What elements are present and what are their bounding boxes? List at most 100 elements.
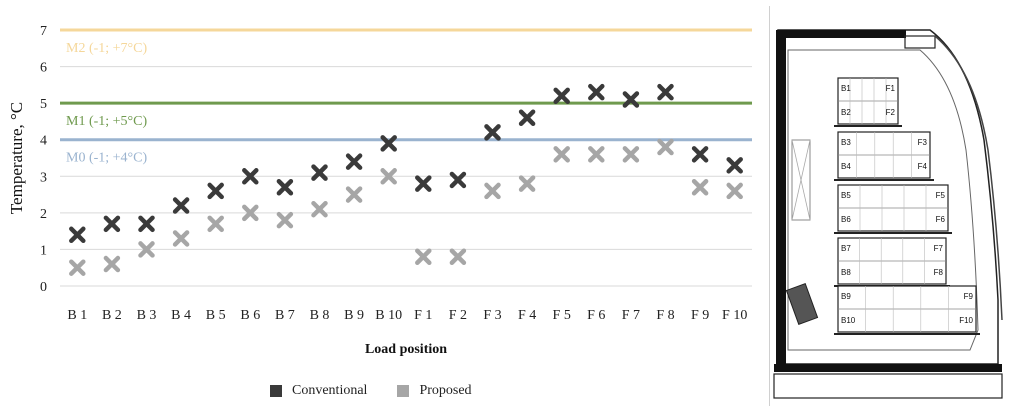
data-point-stroke: [69, 259, 86, 276]
data-point-stroke: [657, 138, 674, 156]
data-point-conventional: [242, 168, 259, 185]
x-tick-label: B 5: [206, 308, 226, 323]
data-point-conventional: [380, 135, 397, 152]
grid-layer: [60, 29, 752, 287]
reference-line-label-0: M2 (-1; +7°C): [66, 41, 147, 56]
shelf-label-front: F3: [918, 138, 928, 147]
data-point-stroke: [380, 135, 397, 152]
legend: Conventional Proposed: [270, 383, 472, 399]
x-tick-label: B 2: [102, 308, 122, 323]
legend-swatch-conventional: [270, 385, 282, 397]
shelf-label-back: B1: [841, 84, 851, 93]
canopy-light: [904, 35, 936, 49]
data-point-stroke: [484, 124, 501, 141]
x-tick-label: F 4: [518, 308, 536, 323]
data-point-proposed: [345, 186, 363, 203]
data-point-conventional: [622, 91, 640, 108]
shelf-5: B9 F9 B10 F10: [834, 285, 980, 335]
shelf-label-back: B4: [841, 162, 851, 171]
x-tick-label: F 1: [414, 308, 432, 323]
data-point-proposed: [518, 175, 536, 192]
x-tick-label: F 2: [449, 308, 467, 323]
data-point-stroke: [207, 215, 224, 233]
x-tick-label: B 4: [171, 308, 191, 323]
x-tick-label: F 5: [553, 308, 571, 323]
data-point-stroke: [311, 164, 328, 181]
data-point-stroke: [345, 186, 363, 203]
reference-lines: M2 (-1; +7°C) M1 (-1; +5°C) M0 (-1; +4°C): [60, 28, 752, 166]
data-point-proposed: [553, 146, 570, 163]
air-grille: [791, 139, 811, 221]
data-point-proposed: [449, 248, 467, 265]
x-tick-label: B 10: [375, 308, 402, 323]
x-tick-label: B 6: [240, 308, 260, 323]
shelf-label-front: F1: [886, 84, 896, 93]
data-point-stroke: [726, 182, 743, 200]
data-point-proposed: [207, 215, 224, 233]
data-point-stroke: [691, 179, 709, 196]
shelf-4: B7 F7 B8 F8: [834, 237, 950, 287]
data-point-stroke: [345, 153, 363, 170]
x-tick-label: F 9: [691, 308, 709, 323]
data-point-stroke: [553, 87, 570, 105]
data-point-stroke: [311, 200, 328, 218]
shelf-3: B5 F5 B6 F6: [834, 184, 952, 234]
data-point-proposed: [588, 146, 605, 163]
air-grille-cross-b: [791, 139, 811, 221]
data-point-stroke: [484, 182, 501, 200]
data-point-conventional: [553, 87, 570, 105]
axes: 0 1 2 3 4 5 6 7 B 1 B 2 B 3 B 4 B 5 B 6 B 7 B 8 B 9 B 10 F…: [7, 24, 747, 357]
y-axis-title: Temperature, °C: [7, 102, 26, 214]
data-point-conventional: [311, 164, 328, 181]
y-tick-label: 7: [40, 24, 47, 39]
legend-item-conventional: Conventional: [270, 383, 367, 399]
shelf-label-front: F4: [918, 162, 928, 171]
shelf-label-back: B5: [841, 191, 851, 200]
shelf-label-front: F9: [964, 292, 974, 301]
data-point-stroke: [138, 215, 155, 233]
x-tick-label: B 3: [137, 308, 157, 323]
data-point-stroke: [415, 175, 432, 192]
data-point-proposed: [657, 138, 674, 156]
data-point-stroke: [138, 241, 155, 258]
data-marks: [69, 83, 743, 276]
x-tick-label: B 9: [344, 308, 364, 323]
data-point-proposed: [415, 248, 432, 265]
data-point-stroke: [276, 179, 294, 196]
data-point-stroke: [207, 182, 224, 200]
x-tick-label: B 1: [67, 308, 87, 323]
data-point-conventional: [691, 146, 709, 163]
shelf-label-front: F8: [934, 268, 944, 277]
shelf-label-front: F5: [936, 191, 946, 200]
reference-line-label-1: M1 (-1; +5°C): [66, 114, 147, 129]
data-point-conventional: [726, 157, 743, 174]
y-tick-label: 1: [40, 243, 47, 258]
data-point-conventional: [345, 153, 363, 170]
data-point-stroke: [588, 146, 605, 163]
shelf-label-front: F7: [934, 244, 944, 253]
data-point-proposed: [484, 182, 501, 200]
data-point-conventional: [103, 215, 121, 233]
legend-label-proposed: Proposed: [419, 383, 472, 398]
data-point-stroke: [726, 157, 743, 174]
reference-line-label-2: M0 (-1; +4°C): [66, 151, 147, 166]
shelf-label-front: F10: [959, 316, 973, 325]
data-point-conventional: [138, 215, 155, 233]
data-point-proposed: [138, 241, 155, 258]
shelf-label-front: F6: [936, 215, 946, 224]
data-point-stroke: [449, 171, 467, 189]
y-tick-label: 4: [40, 134, 47, 149]
shelf-label-back: B7: [841, 244, 851, 253]
data-point-stroke: [691, 146, 709, 163]
data-point-stroke: [242, 204, 259, 222]
data-point-conventional: [449, 171, 467, 189]
data-point-stroke: [588, 83, 605, 101]
legend-label-conventional: Conventional: [292, 383, 368, 398]
x-tick-label: F 7: [622, 308, 640, 323]
y-tick-label: 5: [40, 97, 47, 112]
y-tick-label: 3: [40, 170, 47, 185]
data-point-stroke: [69, 226, 86, 244]
data-point-proposed: [69, 259, 86, 276]
data-point-proposed: [380, 168, 397, 185]
data-point-stroke: [172, 230, 190, 247]
